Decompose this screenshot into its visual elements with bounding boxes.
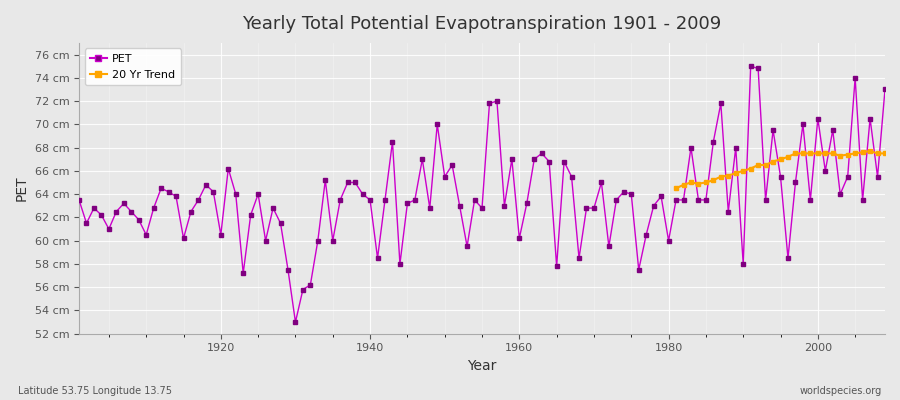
- Title: Yearly Total Potential Evapotranspiration 1901 - 2009: Yearly Total Potential Evapotranspiratio…: [242, 15, 722, 33]
- Y-axis label: PET: PET: [15, 176, 29, 201]
- Text: worldspecies.org: worldspecies.org: [800, 386, 882, 396]
- Text: Latitude 53.75 Longitude 13.75: Latitude 53.75 Longitude 13.75: [18, 386, 172, 396]
- X-axis label: Year: Year: [467, 359, 497, 373]
- Legend: PET, 20 Yr Trend: PET, 20 Yr Trend: [85, 48, 181, 85]
